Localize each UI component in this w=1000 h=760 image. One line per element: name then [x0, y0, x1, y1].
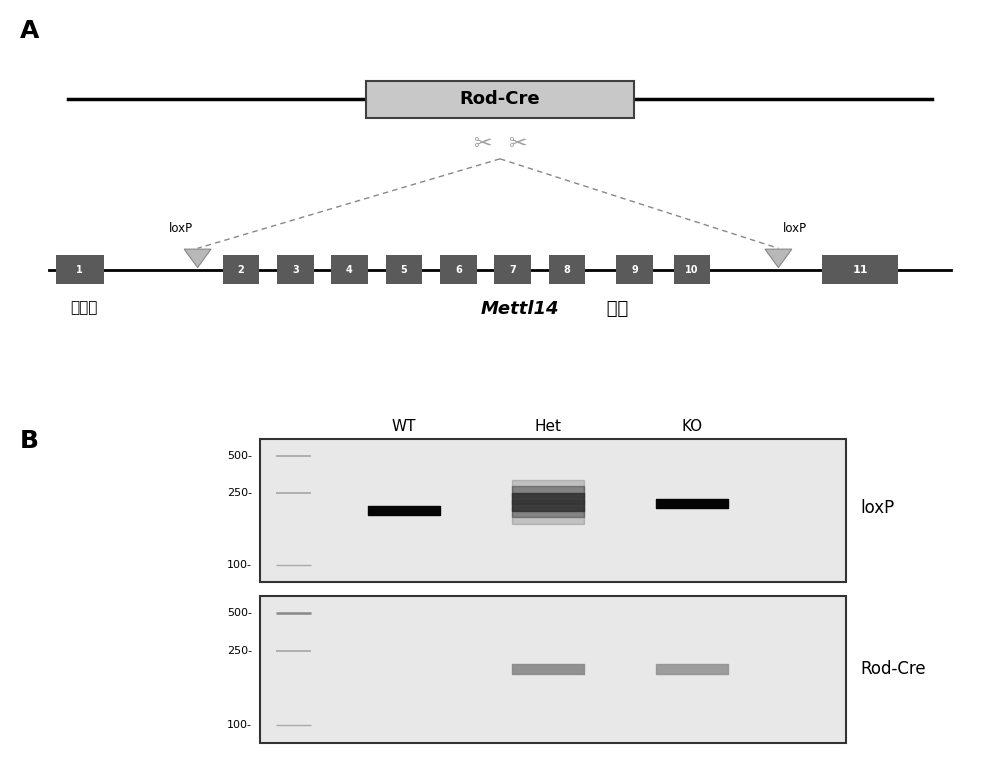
Text: 4: 4: [346, 264, 353, 274]
Bar: [331, 255, 368, 284]
Text: Rod-Cre: Rod-Cre: [860, 660, 926, 678]
Text: ✂: ✂: [473, 135, 492, 154]
Text: WT: WT: [392, 419, 416, 434]
Text: loxP: loxP: [860, 499, 894, 517]
Text: 11: 11: [852, 264, 868, 274]
Text: Het: Het: [534, 419, 562, 434]
Bar: [440, 255, 477, 284]
Text: 100-: 100-: [227, 560, 252, 570]
Text: loxP: loxP: [783, 222, 807, 235]
Bar: [494, 255, 531, 284]
Text: 外显子: 外显子: [70, 300, 97, 315]
FancyBboxPatch shape: [366, 81, 634, 118]
Bar: [56, 255, 104, 284]
Bar: [260, 596, 846, 743]
Text: 500-: 500-: [227, 608, 252, 618]
Bar: [277, 255, 314, 284]
Bar: [223, 255, 259, 284]
Polygon shape: [184, 249, 211, 268]
Polygon shape: [765, 249, 792, 268]
Text: B: B: [20, 429, 39, 453]
Text: 100-: 100-: [227, 720, 252, 730]
Text: Mettl14: Mettl14: [481, 300, 559, 318]
Text: 500-: 500-: [227, 451, 252, 461]
Bar: [616, 255, 653, 284]
Text: 7: 7: [509, 264, 516, 274]
Text: 10: 10: [685, 264, 699, 274]
Text: 2: 2: [237, 264, 244, 274]
Text: 8: 8: [564, 264, 571, 274]
Text: loxP: loxP: [169, 222, 193, 235]
Text: 5: 5: [401, 264, 407, 274]
Bar: [674, 255, 710, 284]
Text: 250-: 250-: [227, 647, 252, 657]
Text: KO: KO: [681, 419, 703, 434]
Bar: [549, 255, 585, 284]
Text: ✂: ✂: [508, 135, 527, 154]
Text: 6: 6: [455, 264, 462, 274]
Text: 250-: 250-: [227, 489, 252, 499]
Text: 1: 1: [76, 264, 83, 274]
Text: 基因: 基因: [601, 300, 628, 318]
Bar: [260, 439, 846, 582]
Bar: [386, 255, 422, 284]
Bar: [822, 255, 898, 284]
Text: A: A: [20, 19, 39, 43]
Text: 3: 3: [292, 264, 299, 274]
Text: Rod-Cre: Rod-Cre: [460, 90, 540, 109]
Text: 9: 9: [631, 264, 638, 274]
